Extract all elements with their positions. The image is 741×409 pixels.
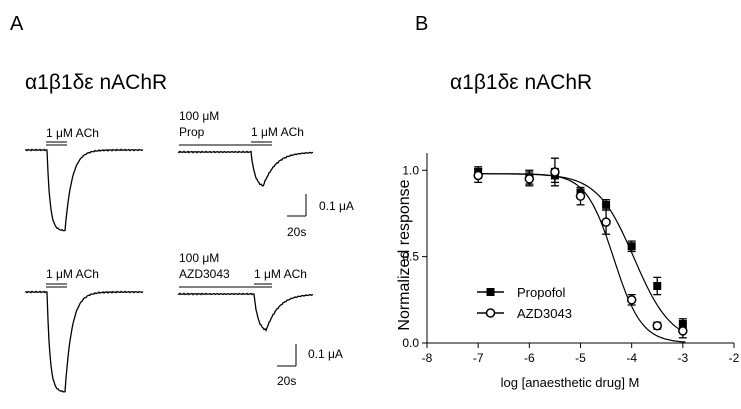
current-trace (24, 290, 144, 393)
scale-bar-top: 0.1 μA 20s (287, 194, 354, 239)
y-ticks: 0.0 0.5 1.0 (402, 163, 427, 350)
x-tick-label: -2 (729, 351, 740, 365)
drug-label: 1 μM ACh (46, 126, 99, 140)
legend-item-propofol: Propofol (477, 285, 566, 300)
data-point-square (602, 200, 611, 209)
pre-label-line1: 100 μM (179, 251, 219, 265)
legend-label: AZD3043 (517, 306, 572, 321)
current-trace (177, 292, 314, 332)
data-point-circle (652, 320, 662, 331)
y-tick-label: 1.0 (402, 163, 419, 177)
x-tick-label: -7 (473, 351, 484, 365)
data-point-square (653, 282, 662, 290)
y-axis-label: Normalized response (396, 179, 413, 330)
pre-label-line1: 100 μM (179, 109, 219, 123)
x-tick-label: -5 (575, 351, 586, 365)
data-point-circle (626, 295, 637, 305)
data-points (473, 157, 688, 339)
x-tick-label: -3 (677, 351, 688, 365)
dose-response-plot: -8 -7 -6 -5 -4 -3 -2 0.0 0.5 1.0 (402, 153, 740, 365)
chart-title: α1β1δε nAChR (450, 71, 592, 94)
drug-label: 1 μM ACh (251, 125, 304, 139)
y-tick-label: 0.0 (402, 336, 419, 350)
data-point-circle (524, 174, 535, 184)
data-point-circle (601, 217, 611, 227)
open-circle-marker (485, 308, 496, 318)
panel-a-label: A (10, 13, 24, 35)
data-point-circle (678, 326, 688, 336)
drug-label: 1 μM ACh (254, 267, 307, 281)
pre-label-line2: Prop (179, 125, 205, 139)
panel-b-label: B (415, 13, 428, 35)
panel-a-title: α1β1δε nAChR (25, 71, 167, 94)
data-point-square (627, 242, 636, 251)
pre-label-line2: AZD3043 (179, 267, 230, 281)
time-scale-label: 20s (277, 374, 296, 388)
filled-square-marker (486, 288, 495, 296)
time-scale-label: 20s (287, 225, 306, 239)
trace-top-left: 1 μM ACh (24, 126, 144, 232)
current-scale-label: 0.1 μA (319, 199, 354, 213)
legend-label: Propofol (517, 285, 566, 300)
y-tick-label: 0.5 (402, 250, 419, 264)
trace-bottom-right: 100 μM AZD3043 1 μM ACh (177, 251, 314, 332)
data-point-circle (550, 167, 560, 177)
data-point-circle (473, 170, 483, 181)
x-tick-label: -6 (524, 351, 535, 365)
x-ticks: -8 -7 -6 -5 -4 -3 -2 (422, 343, 740, 365)
scale-bar-bottom: 0.1 μA 20s (277, 344, 343, 388)
drug-label: 1 μM ACh (46, 267, 99, 281)
current-trace (24, 148, 144, 232)
legend: Propofol AZD3043 (477, 285, 572, 321)
x-tick-label: -4 (626, 351, 637, 365)
current-scale-label: 0.1 μA (308, 347, 343, 361)
data-point-circle (575, 191, 586, 201)
panel-a: A α1β1δε nAChR 1 μM ACh 100 μM Prop 1 μM… (10, 13, 354, 393)
trace-bottom-left: 1 μM ACh (24, 267, 144, 393)
panel-b: B α1β1δε nAChR -8 -7 -6 -5 -4 -3 -2 0.00.51.0 … (396, 13, 740, 390)
x-axis-label: log [anaesthetic drug] M (501, 375, 640, 390)
x-tick-label: -8 (422, 351, 433, 365)
legend-item-azd3043: AZD3043 (477, 306, 572, 321)
current-trace (177, 150, 314, 187)
trace-top-right: 100 μM Prop 1 μM ACh (177, 109, 314, 187)
